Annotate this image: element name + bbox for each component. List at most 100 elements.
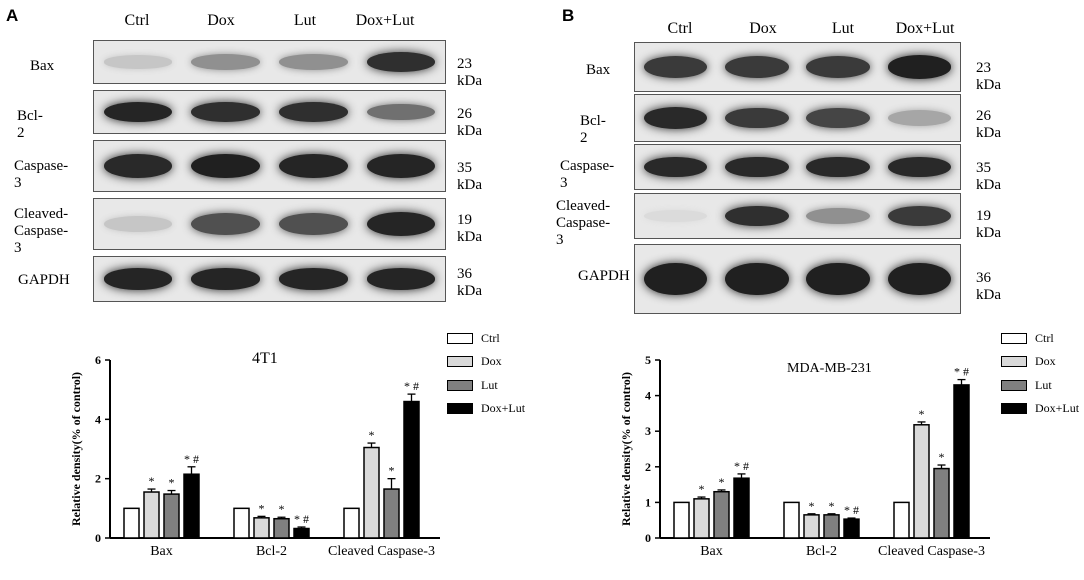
x-category-label: Bax: [700, 544, 723, 559]
bar: [673, 501, 690, 539]
significance-mark: *: [939, 450, 945, 464]
blot-row-label: Bax: [586, 62, 611, 78]
blot-strip: [93, 198, 446, 250]
significance-mark: *: [719, 475, 725, 489]
significance-mark: *: [829, 499, 835, 513]
blot-row-label: Bcl-2: [580, 113, 606, 146]
significance-mark: *: [259, 501, 265, 515]
lane-label-dox: Dox: [207, 12, 235, 29]
legend-swatch: [1001, 380, 1027, 391]
bar: [843, 518, 860, 539]
kda-label: 23 kDa: [457, 56, 482, 89]
lane-label-dox: Dox: [749, 20, 777, 37]
blot-band: [279, 268, 348, 290]
blot-band: [366, 212, 436, 236]
blot-band: [191, 213, 260, 235]
blot-band: [279, 54, 348, 70]
bar-chart-4t1: 0 2 4 6 Relative density(% of control) * * * # B…: [69, 353, 440, 559]
chart-title-mda-mb-231: MDA-MB-231: [787, 361, 872, 376]
legend-label: Dox+Lut: [1035, 401, 1080, 415]
blot-band: [643, 107, 708, 129]
y-tick-label: 1: [645, 495, 651, 509]
significance-mark: * #: [184, 452, 199, 466]
blot-band: [806, 207, 870, 225]
blot-strip: [634, 42, 961, 92]
legend-item-lut: Lut: [1001, 378, 1052, 393]
bar: [273, 517, 290, 539]
blot-band: [643, 262, 708, 296]
y-axis-label: Relative density(% of control): [69, 372, 83, 526]
kda-label: 36 kDa: [976, 270, 1001, 303]
legend-swatch: [447, 333, 473, 344]
panel-letter-a: A: [6, 6, 19, 25]
blot-band: [103, 216, 173, 232]
bar-chart-mda-mb-231: 0 1 2 3 4 5 Relative density(% of control) * * * …: [619, 353, 990, 559]
significance-mark: *: [169, 476, 175, 490]
y-tick-label: 4: [645, 389, 651, 403]
y-tick-label: 5: [645, 353, 651, 367]
legend-swatch: [447, 380, 473, 391]
legend-label: Dox+Lut: [481, 401, 526, 415]
kda-label: 23 kDa: [976, 60, 1001, 93]
x-category-label: Cleaved Caspase-3: [328, 544, 435, 559]
blot-band: [887, 110, 952, 126]
blot-row-label: GAPDH: [18, 272, 70, 288]
bar: [733, 477, 750, 539]
lane-label-dox-lut: Dox+Lut: [895, 20, 955, 37]
kda-label: 36 kDa: [457, 266, 482, 299]
kda-label: 19 kDa: [976, 208, 1001, 241]
blot-band: [366, 268, 436, 290]
lane-label-ctrl: Ctrl: [124, 12, 150, 29]
bar: [823, 514, 840, 539]
y-axis-label: Relative density(% of control): [619, 372, 633, 526]
blot-row-label: Bax: [30, 58, 55, 74]
blot-band: [725, 107, 789, 129]
x-category-label: Cleaved Caspase-3: [878, 544, 985, 559]
bar: [183, 473, 200, 539]
blot-band: [366, 52, 436, 72]
blot-band: [806, 156, 870, 178]
y-tick-label: 2: [645, 460, 651, 474]
lane-label-dox-lut: Dox+Lut: [355, 12, 415, 29]
legend-item-ctrl: Ctrl: [1001, 331, 1054, 346]
bar: [383, 488, 400, 539]
chart-title-4t1: 4T1: [252, 350, 278, 367]
panel-letter-b: B: [562, 6, 575, 25]
significance-mark: * #: [954, 365, 969, 379]
blot-band: [279, 213, 348, 235]
bar: [253, 517, 270, 539]
significance-mark: *: [279, 502, 285, 516]
bar: [713, 490, 730, 539]
legend-label: Lut: [481, 378, 498, 392]
bar: [803, 514, 820, 539]
blot-band: [366, 154, 436, 178]
bar: [123, 507, 140, 539]
blot-row-label: Cleaved- Caspase-3: [14, 206, 69, 256]
bar: [693, 498, 710, 539]
blot-band: [725, 205, 789, 227]
legend-label: Ctrl: [481, 331, 500, 345]
blot-strip: [634, 244, 961, 314]
x-category-label: Bcl-2: [806, 544, 837, 559]
significance-mark: *: [149, 474, 155, 488]
blot-strip: [634, 94, 961, 142]
kda-label: 19 kDa: [457, 212, 482, 245]
y-tick-label: 6: [95, 353, 101, 367]
significance-mark: * #: [294, 512, 309, 526]
y-tick-label: 3: [645, 424, 651, 438]
blot-band: [103, 101, 173, 123]
blot-band: [643, 56, 708, 78]
significance-mark: *: [809, 499, 815, 513]
legend-swatch: [1001, 403, 1027, 414]
bar: [783, 501, 800, 539]
bar: [953, 384, 970, 539]
blot-band: [725, 156, 789, 178]
kda-label: 26 kDa: [976, 108, 1001, 141]
blot-band: [806, 56, 870, 78]
blot-row-label: Caspase-3: [560, 158, 615, 191]
kda-label: 26 kDa: [457, 106, 482, 139]
blot-band: [806, 107, 870, 129]
significance-mark: *: [919, 407, 925, 421]
blot-band: [887, 205, 952, 227]
blot-strip: [634, 193, 961, 239]
